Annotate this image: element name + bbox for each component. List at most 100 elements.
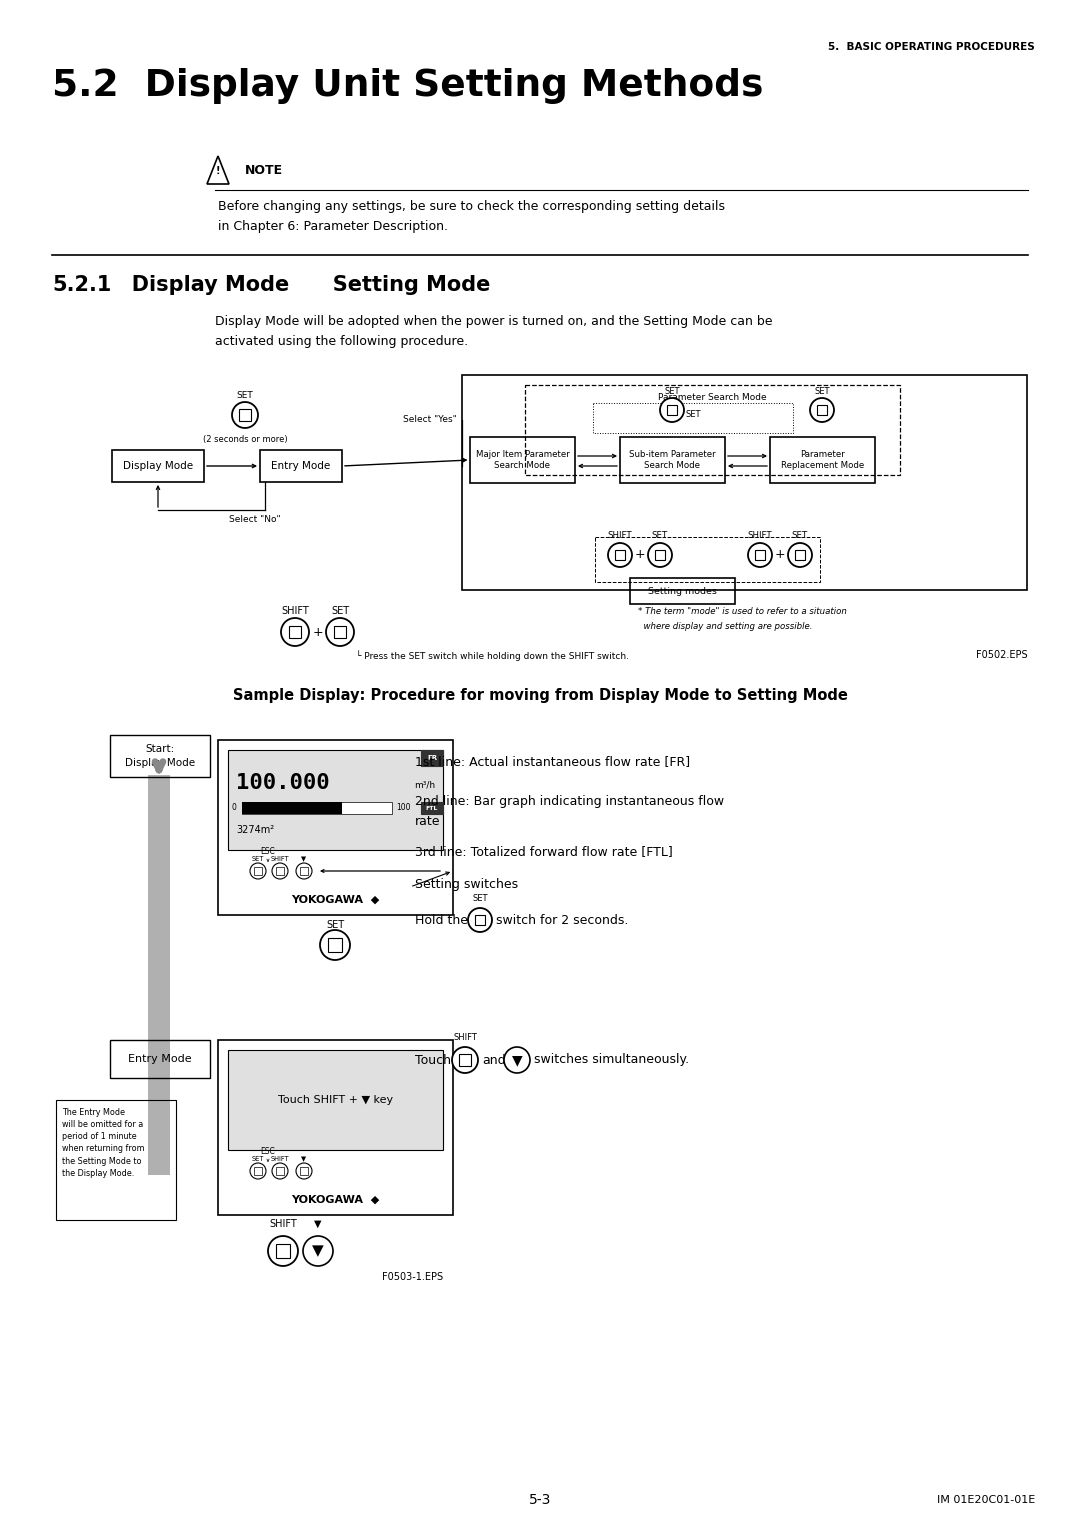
Text: where display and setting are possible.: where display and setting are possible. [638,622,812,631]
Text: 5.2  Display Unit Setting Methods: 5.2 Display Unit Setting Methods [52,69,764,104]
Circle shape [268,1236,298,1267]
Text: YOKOGAWA  ◆: YOKOGAWA ◆ [292,1195,380,1206]
Bar [470,437,575,483]
Bar [421,750,443,766]
Circle shape [810,397,834,422]
Text: IM 01E20C01-01E: IM 01E20C01-01E [936,1494,1035,1505]
Bar [334,625,347,639]
Bar [254,1167,262,1175]
Circle shape [249,863,266,879]
Text: 3274m²: 3274m² [237,825,274,834]
Text: 1st line: Actual instantaneous flow rate [FR]: 1st line: Actual instantaneous flow rate… [415,755,690,769]
Text: Select "No": Select "No" [229,515,281,524]
Text: Sub-item Parameter
Search Mode: Sub-item Parameter Search Mode [630,449,716,471]
Text: ▼: ▼ [301,856,307,862]
Text: rate: rate [415,814,441,828]
Bar [795,550,806,561]
Text: SET: SET [814,387,829,396]
Circle shape [326,617,354,646]
Bar [300,1167,308,1175]
Text: FTL: FTL [426,805,438,810]
Circle shape [648,542,672,567]
Text: Display Mode will be adopted when the power is turned on, and the Setting Mode c: Display Mode will be adopted when the po… [215,315,772,329]
Bar [148,775,170,1175]
Circle shape [249,1163,266,1180]
Bar [525,385,900,475]
Text: SET: SET [237,391,254,400]
Text: SET: SET [472,894,488,903]
Bar [276,1167,284,1175]
Bar [593,403,793,432]
Text: Start:
Display Mode: Start: Display Mode [125,744,195,767]
Text: SHIFT: SHIFT [271,856,289,862]
Bar [666,405,677,416]
Text: Setting modes: Setting modes [648,587,717,596]
Text: !: ! [216,167,220,176]
Bar [112,451,204,481]
Bar [755,550,766,561]
Text: SET: SET [252,856,265,862]
Bar [300,866,308,876]
Text: The Entry Mode
will be omitted for a
period of 1 minute
when returning from
the : The Entry Mode will be omitted for a per… [62,1108,145,1178]
Text: Touch SHIFT + ▼ key: Touch SHIFT + ▼ key [278,1096,393,1105]
Text: 3rd line: Totalized forward flow rate [FTL]: 3rd line: Totalized forward flow rate [F… [415,845,673,859]
Circle shape [296,1163,312,1180]
Text: (2 seconds or more): (2 seconds or more) [203,435,287,445]
Bar [56,1100,176,1219]
Circle shape [468,908,492,932]
Circle shape [320,931,350,960]
Bar [276,866,284,876]
Text: Touch: Touch [415,1053,451,1067]
Bar [816,405,827,416]
Text: * The term "mode" is used to refer to a situation: * The term "mode" is used to refer to a … [638,607,847,616]
Text: Hold the: Hold the [415,914,468,926]
Text: 100: 100 [396,804,410,813]
Text: ▼: ▼ [512,1053,523,1067]
Text: F0502.EPS: F0502.EPS [976,649,1028,660]
Circle shape [748,542,772,567]
Text: └ Press the SET switch while holding down the SHIFT switch.: └ Press the SET switch while holding dow… [356,649,629,660]
Bar [421,802,443,814]
Text: SHIFT: SHIFT [271,1157,289,1161]
Bar [228,750,443,850]
Bar [620,437,725,483]
Text: Entry Mode: Entry Mode [129,1054,192,1063]
Bar [242,802,392,814]
Text: F0503-1.EPS: F0503-1.EPS [382,1271,443,1282]
Text: ESC: ESC [260,1148,275,1157]
Text: ▼: ▼ [301,1157,307,1161]
Circle shape [453,1047,478,1073]
Bar [328,938,341,952]
Text: Display Mode      Setting Mode: Display Mode Setting Mode [110,275,490,295]
Text: Entry Mode: Entry Mode [271,461,330,471]
Text: Display Mode: Display Mode [123,461,193,471]
Circle shape [608,542,632,567]
Text: SET: SET [664,387,679,396]
Text: SET: SET [330,607,349,616]
Circle shape [504,1047,530,1073]
Text: m³/h: m³/h [415,781,435,790]
Bar [254,866,262,876]
Text: 5-3: 5-3 [529,1493,551,1507]
Text: ▼: ▼ [314,1219,322,1229]
Text: Select "Yes": Select "Yes" [403,416,457,425]
Bar [459,1054,471,1067]
Text: Major Item Parameter
Search Mode: Major Item Parameter Search Mode [475,449,569,471]
Text: Parameter
Replacement Mode: Parameter Replacement Mode [781,449,864,471]
Bar [110,735,210,778]
Text: SET: SET [326,920,345,931]
Circle shape [296,863,312,879]
Text: SHIFT: SHIFT [281,607,309,616]
Circle shape [788,542,812,567]
Text: Parameter Search Mode: Parameter Search Mode [658,393,767,402]
Text: 100.000: 100.000 [237,773,329,793]
Text: SET: SET [792,532,808,539]
Bar [462,374,1027,590]
Text: ▼: ▼ [312,1244,324,1259]
Text: switch for 2 seconds.: switch for 2 seconds. [496,914,629,926]
Text: Setting switches: Setting switches [415,879,518,891]
Bar [630,578,735,604]
Text: switches simultaneously.: switches simultaneously. [534,1053,689,1067]
Text: 5.  BASIC OPERATING PROCEDURES: 5. BASIC OPERATING PROCEDURES [828,41,1035,52]
Text: 2nd line: Bar graph indicating instantaneous flow: 2nd line: Bar graph indicating instantan… [415,795,724,808]
